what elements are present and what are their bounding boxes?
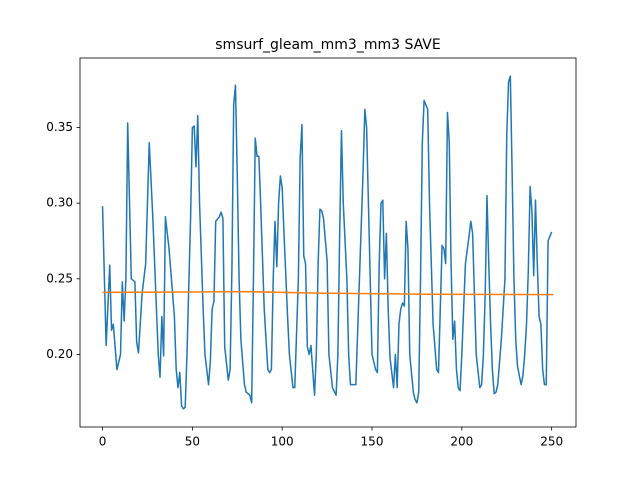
x-tick-label: 100 xyxy=(271,435,294,449)
plot-frame xyxy=(79,57,577,428)
chart-title: smsurf_gleam_mm3_mm3 SAVE xyxy=(215,37,440,53)
y-tick-label: 0.35 xyxy=(46,120,73,134)
data-line xyxy=(101,75,553,410)
y-tick-label: 0.25 xyxy=(46,271,73,285)
x-tick-label: 0 xyxy=(99,435,107,449)
x-tick-label: 200 xyxy=(450,435,473,449)
y-tick-label: 0.30 xyxy=(46,196,73,210)
x-tick-label: 150 xyxy=(361,435,384,449)
data-line xyxy=(102,290,554,296)
x-tick-label: 50 xyxy=(185,435,200,449)
y-tick-label: 0.20 xyxy=(46,347,73,361)
x-tick-label: 250 xyxy=(540,435,563,449)
